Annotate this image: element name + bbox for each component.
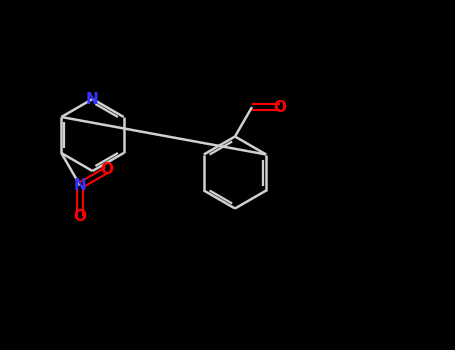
- Text: N: N: [74, 178, 86, 193]
- Text: O: O: [273, 99, 286, 114]
- Text: O: O: [74, 209, 86, 224]
- Text: O: O: [101, 162, 113, 177]
- Text: N: N: [86, 91, 99, 106]
